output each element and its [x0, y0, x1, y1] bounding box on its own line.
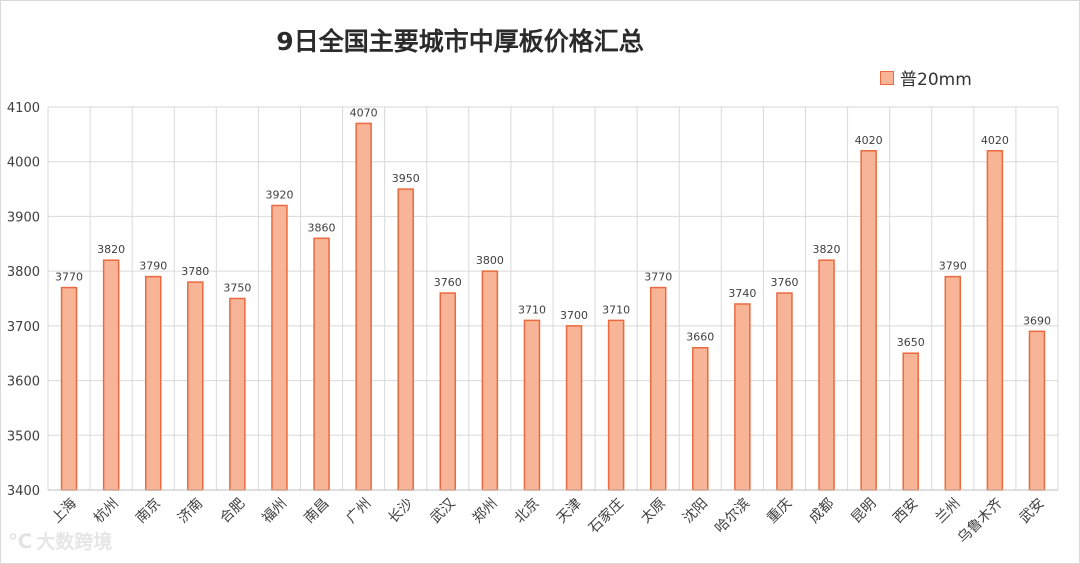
bar-value-label: 4020 — [855, 134, 883, 147]
bar-value-label: 4070 — [350, 106, 378, 119]
bar-value-label: 3860 — [308, 221, 336, 234]
x-tick-label: 哈尔滨 — [712, 496, 753, 537]
x-tick-label: 济南 — [175, 496, 206, 527]
x-tick-label: 石家庄 — [585, 495, 627, 537]
x-tick-label: 昆明 — [848, 496, 879, 527]
bar — [692, 346, 709, 491]
x-tick-label: 福州 — [259, 496, 290, 527]
bar-value-label: 3700 — [560, 309, 588, 322]
y-tick-label: 3500 — [7, 429, 40, 444]
bar-value-label: 3740 — [728, 287, 756, 300]
bar — [776, 292, 793, 491]
bar — [313, 237, 330, 491]
watermark-text: 大数跨境 — [36, 531, 113, 553]
bar — [734, 303, 751, 491]
bar — [986, 150, 1004, 491]
y-tick-label: 3700 — [7, 320, 40, 335]
y-tick-label: 4100 — [7, 101, 40, 116]
bar-value-label: 3710 — [602, 303, 630, 316]
bar-value-label: 3750 — [223, 282, 251, 295]
bar-value-label: 3790 — [939, 260, 967, 273]
legend-swatch — [880, 70, 894, 85]
bar-value-label: 3760 — [770, 276, 798, 289]
bar-value-label: 3770 — [644, 271, 672, 284]
bar — [355, 122, 372, 491]
x-tick-label: 太原 — [638, 496, 669, 527]
y-tick-label: 3900 — [7, 210, 40, 225]
x-tick-label: 沈阳 — [680, 496, 711, 527]
x-tick-label: 成都 — [806, 496, 837, 527]
bar-value-label: 3660 — [686, 331, 714, 344]
x-tick-label: 西安 — [890, 496, 921, 527]
bar-value-label: 3650 — [897, 336, 925, 349]
x-tick-label: 南昌 — [301, 496, 332, 527]
bar-value-label: 3690 — [1023, 314, 1051, 327]
bar — [271, 204, 288, 491]
bar-value-label: 3760 — [434, 276, 462, 289]
bar — [60, 286, 78, 491]
bar-value-label: 3800 — [476, 254, 504, 267]
bar — [944, 275, 962, 491]
bar — [481, 270, 499, 491]
x-tick-label: 长沙 — [385, 496, 416, 527]
bar — [818, 259, 835, 491]
y-tick-label: 4000 — [7, 156, 40, 171]
bar — [523, 319, 541, 491]
watermark: ℃ 大数跨境 — [8, 527, 112, 554]
bar — [1028, 330, 1046, 491]
x-tick-label: 郑州 — [470, 496, 501, 527]
chart-title: 9日全国主要城市中厚板价格汇总 — [276, 27, 644, 56]
bar — [860, 150, 877, 491]
x-tick-label: 兰州 — [933, 496, 964, 527]
bar — [397, 188, 414, 491]
legend: 普20mm — [880, 65, 972, 90]
x-tick-label: 北京 — [512, 496, 543, 527]
bar-value-label: 3820 — [97, 243, 125, 256]
x-tick-label: 杭州 — [91, 496, 122, 527]
bar-value-label: 3790 — [139, 260, 167, 273]
watermark-logo: ℃ — [8, 528, 33, 553]
bar-value-label: 3780 — [181, 265, 209, 278]
bar — [439, 292, 457, 491]
bar-value-label: 3710 — [518, 303, 546, 316]
bar-value-label: 3950 — [392, 172, 420, 185]
bar — [144, 275, 162, 491]
x-tick-label: 广州 — [343, 496, 374, 527]
x-tick-label: 武汉 — [428, 496, 459, 527]
x-tick-label: 重庆 — [764, 496, 795, 527]
bar — [902, 352, 919, 491]
bar — [187, 281, 204, 491]
x-tick-label: 天津 — [554, 496, 585, 527]
x-tick-label: 乌鲁木齐 — [955, 496, 1006, 547]
bar-value-label: 3770 — [55, 271, 83, 284]
bar — [565, 325, 583, 491]
bar — [229, 297, 246, 491]
y-tick-label: 3600 — [7, 375, 40, 390]
bar — [649, 286, 667, 491]
y-tick-label: 3400 — [7, 484, 40, 499]
bar — [607, 319, 625, 491]
x-tick-label: 上海 — [49, 496, 80, 527]
bar-value-label: 4020 — [981, 134, 1009, 147]
x-tick-label: 合肥 — [217, 496, 248, 527]
bar-value-label: 3820 — [813, 243, 841, 256]
legend-label: 普20mm — [900, 70, 972, 90]
x-tick-label: 南京 — [133, 496, 164, 527]
bar-value-label: 3920 — [265, 188, 293, 201]
bar — [102, 259, 120, 491]
y-tick-label: 3800 — [7, 265, 40, 280]
x-tick-label: 武安 — [1017, 496, 1048, 527]
